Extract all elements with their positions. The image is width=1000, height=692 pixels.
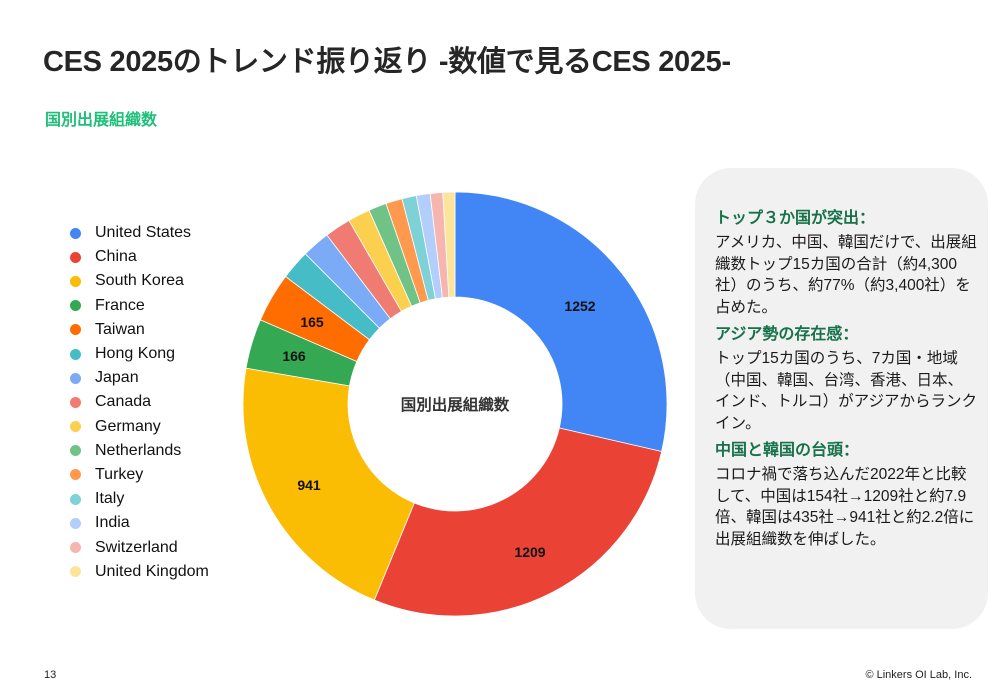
chart-subtitle: 国別出展組織数 <box>45 112 158 129</box>
legend-label: United States <box>95 224 192 242</box>
legend-label: Hong Kong <box>95 345 176 363</box>
legend-item: United States <box>70 221 209 245</box>
legend-dot-icon <box>70 421 81 433</box>
legend-dot-icon <box>70 445 81 457</box>
legend-item: China <box>70 245 209 269</box>
insights-panel: トップ３か国が突出： アメリカ、中国、韓国だけで、出展組織数トップ15カ国の合計… <box>695 168 988 629</box>
insight-top3: トップ３か国が突出： アメリカ、中国、韓国だけで、出展組織数トップ15カ国の合計… <box>715 208 988 318</box>
insight-text: コロナ禍で落ち込んだ2022年と比較して、中国は154社→1209社と約7.9倍… <box>715 466 975 548</box>
legend-label: Italy <box>95 490 125 508</box>
legend-item: Germany <box>70 415 209 439</box>
legend-item: Netherlands <box>70 439 209 463</box>
legend-label: South Korea <box>95 272 184 290</box>
legend-label: France <box>95 296 145 314</box>
legend-dot-icon <box>70 275 81 287</box>
legend-dot-icon <box>70 324 81 336</box>
legend-dot-icon <box>70 566 81 578</box>
insight-heading: トップ３か国が突出： <box>715 210 876 227</box>
legend-dot-icon <box>70 493 81 505</box>
slide-title: CES 2025のトレンド振り返り -数値で見るCES 2025- <box>43 46 731 78</box>
donut-slice-china <box>373 427 663 617</box>
legend-item: India <box>70 511 209 535</box>
insight-heading: アジア勢の存在感： <box>715 326 859 343</box>
legend-dot-icon <box>70 372 81 384</box>
insight-heading: 中国と韓国の台頭： <box>715 442 860 459</box>
legend-label: Canada <box>95 393 152 411</box>
legend-label: Japan <box>95 369 139 387</box>
legend-item: Turkey <box>70 463 209 487</box>
slice-label-united-states: 1252 <box>564 298 596 314</box>
insight-china-korea: 中国と韓国の台頭： コロナ禍で落ち込んだ2022年と比較して、中国は154社→1… <box>715 440 988 550</box>
legend-dot-icon <box>70 227 81 239</box>
insight-text: トップ15カ国のうち、7カ国・地域（中国、韓国、台湾、香港、日本、インド、トルコ… <box>715 350 977 432</box>
legend-label: United Kingdom <box>95 562 209 580</box>
donut-center-label: 国別出展組織数 <box>400 397 510 414</box>
legend-item: United Kingdom <box>70 560 209 584</box>
copyright: © Linkers OI Lab, Inc. <box>865 669 972 681</box>
legend-label: Turkey <box>95 465 144 483</box>
legend-label: India <box>95 514 130 532</box>
legend-label: Netherlands <box>95 441 182 459</box>
slice-label-france: 166 <box>282 348 306 364</box>
legend-item: Switzerland <box>70 535 209 559</box>
legend-dot-icon <box>70 396 81 408</box>
legend-dot-icon <box>70 300 81 312</box>
insight-text: アメリカ、中国、韓国だけで、出展組織数トップ15カ国の合計（約4,300社）のう… <box>715 234 977 316</box>
slice-label-south-korea: 941 <box>297 477 321 493</box>
donut-slice-united-states <box>454 191 668 452</box>
donut-slice-south-korea <box>242 367 415 601</box>
legend-item: Hong Kong <box>70 342 209 366</box>
legend-item: Taiwan <box>70 318 209 342</box>
legend-label: Germany <box>95 417 161 435</box>
legend-item: Japan <box>70 366 209 390</box>
slice-label-taiwan: 165 <box>300 314 324 330</box>
legend-label: Taiwan <box>95 320 145 338</box>
legend-dot-icon <box>70 542 81 554</box>
slice-label-china: 1209 <box>514 544 546 560</box>
donut-chart: 国別出展組織数 1252 1209 941 166 165 <box>242 191 668 617</box>
legend-dot-icon <box>70 517 81 529</box>
legend-dot-icon <box>70 348 81 360</box>
donut-chart-svg <box>242 191 668 617</box>
donut-slice-united-kingdom <box>442 191 456 298</box>
page-number: 13 <box>44 669 57 681</box>
legend-item: Canada <box>70 390 209 414</box>
chart-legend: United States China South Korea France T… <box>70 221 209 584</box>
legend-label: China <box>95 248 137 266</box>
legend-label: Switzerland <box>95 538 178 556</box>
insight-asia: アジア勢の存在感： トップ15カ国のうち、7カ国・地域（中国、韓国、台湾、香港、… <box>715 324 988 434</box>
legend-item: South Korea <box>70 269 209 293</box>
legend-dot-icon <box>70 251 81 263</box>
legend-dot-icon <box>70 469 81 481</box>
legend-item: France <box>70 294 209 318</box>
legend-item: Italy <box>70 487 209 511</box>
